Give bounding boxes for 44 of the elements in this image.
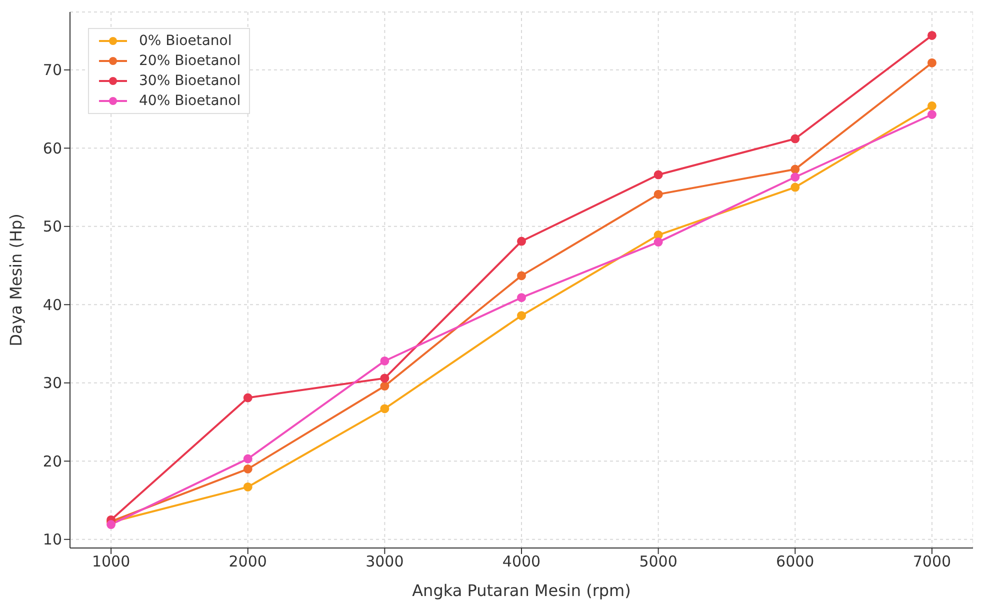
x-tick-label: 6000 [776, 552, 814, 571]
point [106, 520, 116, 530]
y-axis-title: Daya Mesin (Hp) [6, 214, 26, 346]
y-tick-label: 10 [42, 530, 62, 549]
point [654, 238, 663, 247]
point [243, 482, 252, 492]
point [927, 58, 936, 68]
x-tick-label: 3000 [366, 552, 404, 571]
point [790, 134, 800, 144]
point [654, 190, 663, 199]
x-tick-label: 5000 [639, 552, 678, 571]
point [380, 374, 390, 383]
y-tick-label: 30 [42, 374, 62, 392]
legend-label: 0% Bioetanol [139, 32, 232, 51]
x-tick-label: 1000 [92, 552, 130, 571]
point [927, 101, 936, 110]
x-tick-label: 7000 [912, 552, 952, 571]
point [654, 170, 663, 180]
legend-label: 20% Bioetanol [139, 52, 241, 71]
point [380, 356, 390, 366]
point [790, 182, 800, 192]
x-tick-label: 2000 [228, 552, 267, 571]
point [517, 311, 526, 320]
point [927, 110, 936, 120]
point [243, 454, 252, 464]
point [517, 271, 526, 280]
point [517, 293, 526, 302]
y-tick-label: 50 [42, 218, 62, 236]
point [790, 172, 800, 182]
legend-label: 30% Bioetanol [139, 72, 241, 91]
point [243, 464, 252, 474]
point [790, 164, 800, 174]
point [380, 404, 390, 414]
point [243, 393, 252, 402]
y-tick-label: 70 [42, 61, 62, 80]
point [927, 30, 936, 40]
x-tick-label: 4000 [502, 552, 541, 571]
point [517, 236, 526, 246]
y-tick-label: 60 [42, 139, 62, 158]
x-axis-title: Angka Putaran Mesin (rpm) [412, 581, 631, 600]
y-tick-label: 40 [42, 296, 62, 314]
y-tick-label: 20 [42, 452, 62, 470]
legend-label: 40% Bioetanol [139, 92, 241, 111]
point [380, 382, 390, 391]
